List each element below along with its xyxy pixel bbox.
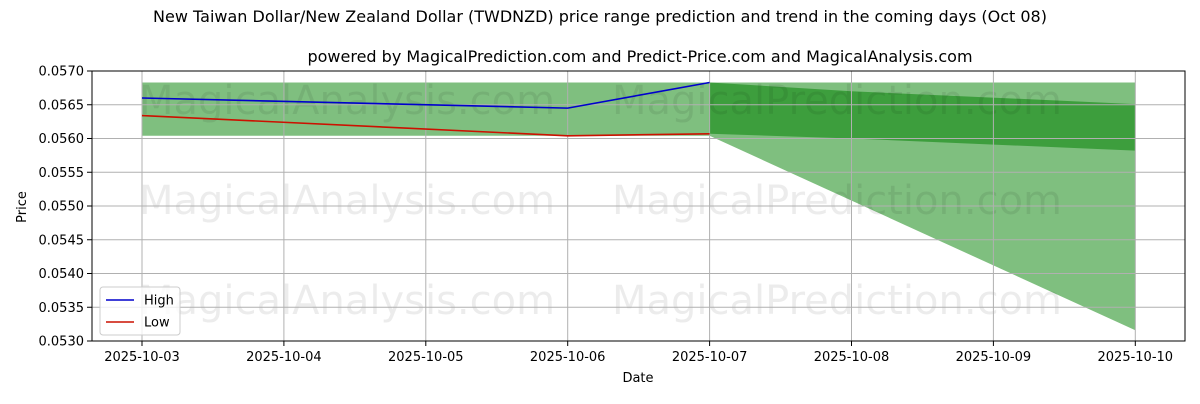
prediction-band-2	[709, 82, 1136, 151]
x-tick-label: 2025-10-08	[814, 350, 890, 365]
y-tick-label: 0.0560	[39, 132, 85, 147]
watermark-text: MagicalAnalysis.com	[139, 278, 555, 324]
series-line-low	[141, 114, 710, 137]
chart-subtitle: powered by MagicalPrediction.com and Pre…	[307, 47, 972, 66]
y-tick-label: 0.0565	[39, 98, 85, 113]
x-tick-label: 2025-10-03	[104, 350, 180, 365]
y-tick-label: 0.0535	[39, 301, 85, 316]
x-axis-label: Date	[622, 371, 653, 386]
watermark-text: MagicalAnalysis.com	[139, 178, 555, 224]
plot-area: MagicalAnalysis.com MagicalPrediction.com…	[39, 65, 1186, 365]
x-tick-label: 2025-10-07	[672, 350, 748, 365]
x-tick-label: 2025-10-04	[246, 350, 322, 365]
y-tick-label: 0.0545	[39, 233, 85, 248]
watermark-text: MagicalPrediction.com	[612, 178, 1062, 224]
x-tick-label: 2025-10-06	[530, 350, 606, 365]
y-tick-label: 0.0555	[39, 166, 85, 181]
watermark-text: MagicalPrediction.com	[612, 78, 1062, 124]
y-axis-label: Price	[15, 191, 30, 223]
legend-label: Low	[144, 316, 170, 331]
y-tick-label: 0.0570	[39, 65, 85, 80]
legend: High Low	[99, 286, 181, 336]
series-line-high	[141, 81, 710, 109]
legend-box	[99, 286, 181, 336]
x-tick-label: 2025-10-09	[956, 350, 1032, 365]
watermark-text: MagicalPrediction.com	[612, 278, 1062, 324]
y-tick-label: 0.0530	[39, 335, 85, 350]
x-tick-label: 2025-10-10	[1098, 350, 1174, 365]
x-tick-label: 2025-10-05	[388, 350, 464, 365]
y-tick-label: 0.0550	[39, 200, 85, 215]
legend-label: High	[144, 294, 174, 309]
y-tick-label: 0.0540	[39, 267, 85, 282]
watermark-text: MagicalAnalysis.com	[139, 78, 555, 124]
chart-title: New Taiwan Dollar/New Zealand Dollar (TW…	[153, 7, 1047, 26]
